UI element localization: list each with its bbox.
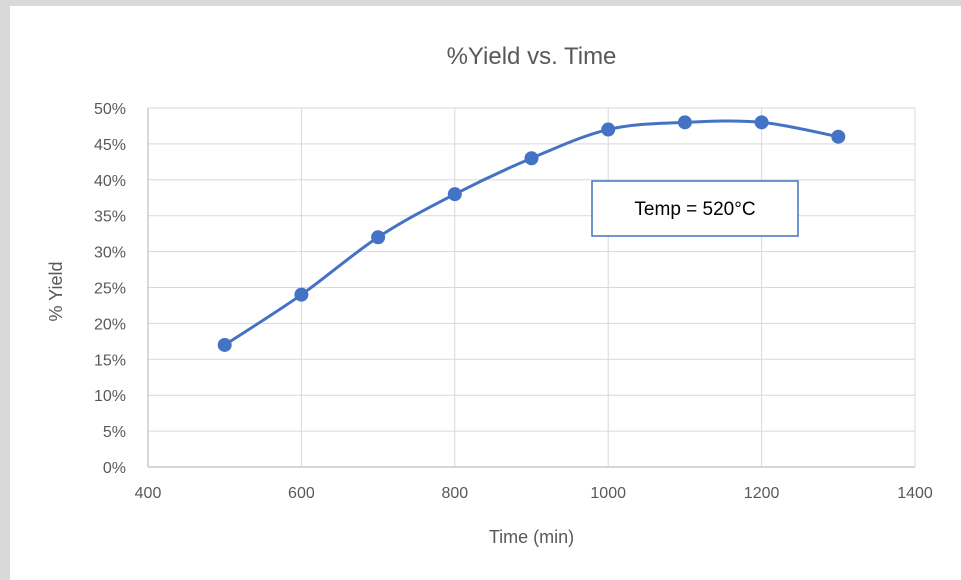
data-point — [371, 230, 386, 245]
chart-svg: %Yield vs. Time 0% 5% 10% 15% 20% 25% 30% 35% 40… — [46, 43, 933, 547]
y-tick-label: 10% — [94, 388, 126, 405]
data-point — [754, 115, 769, 130]
y-tick-label: 15% — [94, 352, 126, 369]
x-tick-label: 400 — [135, 485, 162, 502]
x-tick-label: 600 — [288, 485, 315, 502]
annotation: Temp = 520°C — [591, 180, 799, 237]
x-tick-label: 1000 — [590, 485, 626, 502]
y-tick-label: 35% — [94, 209, 126, 226]
chart-title: %Yield vs. Time — [447, 43, 617, 70]
data-point — [677, 115, 692, 130]
x-tick-label: 1400 — [897, 485, 933, 502]
y-tick-label: 40% — [94, 173, 126, 190]
y-tick-label: 20% — [94, 316, 126, 333]
y-tick-label: 25% — [94, 281, 126, 298]
y-tick-label: 30% — [94, 245, 126, 262]
x-axis-title: Time (min) — [489, 527, 574, 547]
y-tick-labels: 0% 5% 10% 15% 20% 25% 30% 35% 40% 45% 50% — [94, 101, 126, 477]
y-tick-label: 50% — [94, 101, 126, 118]
chart-frame: %Yield vs. Time 0% 5% 10% 15% 20% 25% 30% 35% 40… — [10, 6, 961, 580]
series-yield — [217, 115, 846, 352]
data-point — [294, 287, 309, 302]
axes — [147, 108, 915, 468]
data-point — [601, 122, 616, 137]
x-tick-labels: 400 600 800 1000 1200 1400 — [135, 485, 933, 502]
y-tick-label: 5% — [103, 424, 126, 441]
data-point — [831, 129, 846, 144]
x-tick-label: 1200 — [744, 485, 780, 502]
y-tick-label: 0% — [103, 460, 126, 477]
data-point — [217, 337, 232, 352]
x-tick-label: 800 — [441, 485, 468, 502]
data-point — [524, 151, 539, 166]
annotation-text: Temp = 520°C — [634, 199, 755, 220]
grid-lines — [148, 107, 916, 467]
data-point — [447, 187, 462, 202]
y-tick-label: 45% — [94, 137, 126, 154]
annotation-box — [591, 180, 799, 237]
y-axis-title: % Yield — [46, 261, 66, 321]
